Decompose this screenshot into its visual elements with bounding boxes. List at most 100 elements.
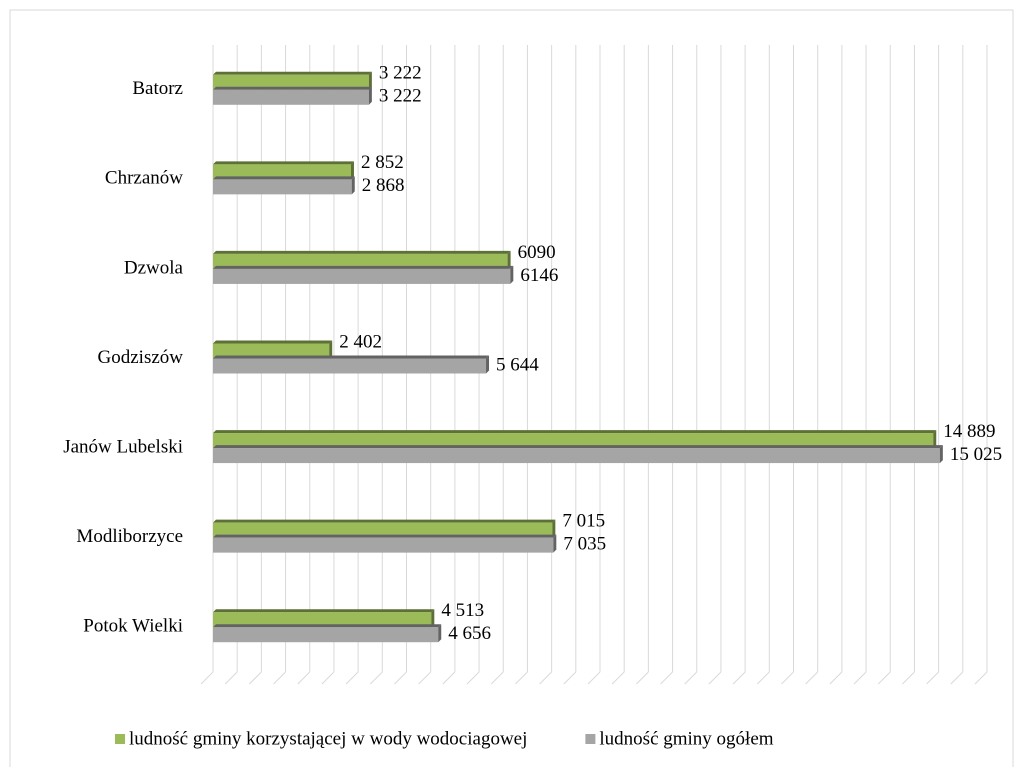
bar-side [510, 265, 514, 284]
bar-top [213, 340, 333, 344]
data-label: 6090 [518, 242, 556, 263]
bar-top [213, 265, 514, 269]
bar-top [213, 430, 937, 434]
grid-floor [611, 671, 625, 685]
bar-side [368, 86, 372, 105]
data-label: 7 035 [563, 534, 606, 555]
y-tick-label: Janów Lubelski [63, 436, 183, 457]
bar-top [213, 355, 490, 359]
y-tick-label: Batorz [132, 78, 183, 99]
bar-side [350, 161, 354, 180]
bar-side [438, 624, 442, 643]
data-label: 4 513 [441, 600, 484, 621]
grid-floor [684, 671, 698, 685]
grid-floor [345, 671, 359, 685]
data-label: 14 889 [943, 421, 995, 442]
grid-floor [877, 671, 891, 685]
bar-side [351, 176, 355, 195]
grid-floor [974, 671, 988, 685]
grid-floor [902, 671, 915, 685]
grid-floor [829, 671, 843, 685]
grid-floor [490, 671, 504, 685]
bar-top [213, 534, 557, 538]
bar-side [329, 340, 333, 359]
y-tick-label: Modliborzyce [76, 526, 183, 547]
grid-floor [660, 671, 673, 685]
grid-floor [321, 671, 335, 685]
legend-swatch [585, 734, 596, 744]
bar-side [486, 355, 490, 374]
bar-side [939, 445, 943, 464]
grid-floor [273, 671, 286, 685]
data-label: 6146 [520, 265, 558, 286]
bar-top [213, 176, 355, 180]
bar-top [213, 445, 943, 449]
bar [213, 253, 508, 269]
grid-floor [732, 671, 746, 685]
legend-label: ludność gminy korzystającej w wody wodoc… [129, 728, 527, 749]
grid-floor [224, 671, 238, 685]
bar-side [431, 609, 435, 628]
grid-floor [853, 671, 867, 685]
bar-side [553, 534, 557, 553]
data-label: 5 644 [496, 354, 539, 375]
grid-floor [442, 671, 456, 685]
bar-side [368, 71, 372, 90]
bar-top [213, 609, 435, 613]
grid-floor [369, 671, 383, 685]
data-label: 3 222 [379, 63, 422, 84]
bar-top [213, 624, 442, 628]
grid-floor [587, 671, 601, 685]
bar [213, 74, 369, 90]
grid-floor [249, 671, 262, 685]
y-tick-label: Potok Wielki [83, 616, 183, 637]
grid-floor [200, 671, 214, 685]
data-label: 2 852 [361, 152, 404, 173]
legend-swatch [115, 734, 125, 744]
data-label: 2 402 [339, 331, 382, 352]
grid-floor [805, 671, 819, 685]
bar-top [213, 86, 372, 90]
grid-floor [950, 671, 964, 685]
bar-side [507, 250, 511, 269]
bar [213, 448, 940, 464]
bar-top [213, 71, 372, 75]
y-tick-label: Chrzanów [105, 168, 183, 189]
grid-floor [466, 671, 480, 685]
bar [213, 164, 351, 180]
grid-floor [418, 671, 432, 685]
bar [213, 627, 439, 643]
bar [213, 343, 330, 359]
bar [213, 358, 487, 374]
chart-border [9, 9, 1014, 767]
bar [213, 268, 511, 284]
bar-top [213, 519, 556, 523]
y-tick-label: Godziszów [98, 347, 184, 368]
data-label: 15 025 [950, 444, 1002, 465]
data-label: 7 015 [562, 511, 605, 532]
legend-label: ludność gminy ogółem [599, 728, 773, 749]
bar [213, 537, 554, 553]
data-label: 4 656 [448, 623, 491, 644]
grid-floor [926, 671, 939, 685]
bar [213, 179, 352, 195]
bar-side [552, 519, 556, 538]
grid-floor [297, 671, 311, 685]
grid-floor [756, 671, 770, 685]
bar [213, 89, 369, 105]
grid-floor [636, 671, 649, 685]
grid-floor [563, 671, 577, 685]
y-tick-label: Dzwola [124, 257, 184, 278]
grid-floor [708, 671, 722, 685]
grid-floor [515, 671, 528, 685]
bar-top [213, 161, 354, 165]
data-label: 3 222 [379, 86, 422, 107]
data-label: 2 868 [362, 175, 405, 196]
bar-top [213, 250, 511, 254]
grid-floor [539, 671, 552, 685]
bar [213, 612, 432, 628]
bar [213, 522, 553, 538]
grid-floor [394, 671, 407, 685]
bar [213, 433, 934, 449]
